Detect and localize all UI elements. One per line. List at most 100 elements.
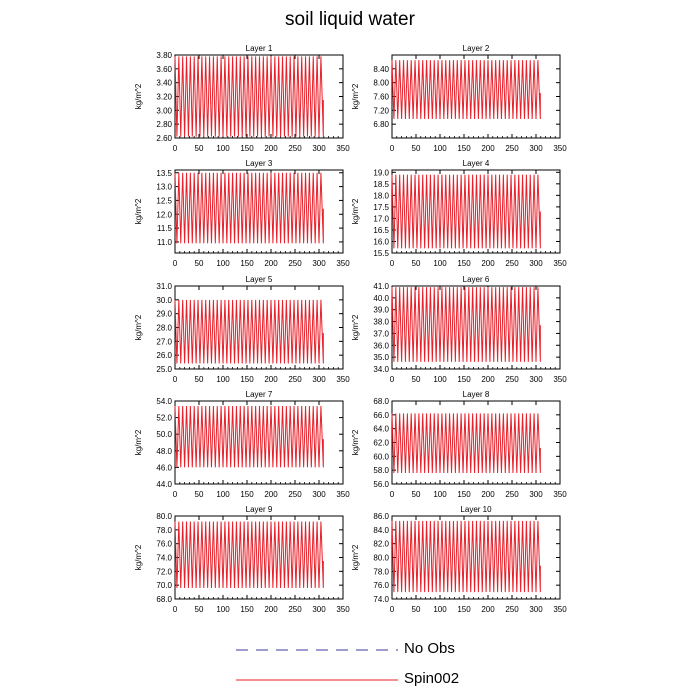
x-tick-label: 250 [505,605,519,614]
panel-layer-8: Layer 8 kg/m^2 0 50 100 150 200 250 300 350 56.0 58… [351,390,567,499]
x-tick-label: 200 [264,605,278,614]
x-tick-label: 150 [457,490,471,499]
x-tick-label: 0 [173,605,178,614]
x-tick-label: 300 [529,605,543,614]
panel-title: Layer 4 [463,159,490,168]
x-tick-label: 300 [312,605,326,614]
series-line-spin002 [391,60,541,120]
x-tick-label: 300 [529,375,543,384]
y-tick-label: 50.0 [156,430,172,439]
panel-title: Layer 6 [463,275,490,284]
x-tick-label: 250 [288,375,302,384]
x-tick-label: 350 [553,490,567,499]
x-tick-label: 0 [173,259,178,268]
x-tick-label: 350 [553,259,567,268]
y-tick-label: 86.0 [373,512,389,521]
x-tick-label: 0 [173,375,178,384]
x-tick-label: 300 [529,259,543,268]
x-tick-label: 50 [195,144,204,153]
y-tick-label: 16.0 [373,237,389,246]
y-axis-label: kg/m^2 [134,314,143,340]
x-tick-label: 150 [457,259,471,268]
y-tick-label: 8.00 [373,79,389,88]
y-tick-label: 52.0 [156,414,172,423]
y-tick-label: 7.60 [373,93,389,102]
x-tick-label: 350 [553,605,567,614]
x-tick-label: 200 [481,259,495,268]
x-tick-label: 100 [433,259,447,268]
y-axis-label: kg/m^2 [351,314,360,340]
y-tick-label: 40.0 [373,294,389,303]
x-tick-label: 150 [457,144,471,153]
y-tick-label: 18.5 [373,180,389,189]
x-tick-label: 150 [240,259,254,268]
panel-title: Layer 5 [246,275,273,284]
y-tick-label: 27.0 [156,337,172,346]
y-tick-label: 82.0 [373,540,389,549]
series-line-spin002 [174,299,324,364]
panel-title: Layer 2 [463,44,490,53]
y-tick-label: 34.0 [373,365,389,374]
x-tick-label: 300 [312,259,326,268]
x-tick-label: 300 [529,490,543,499]
x-tick-label: 200 [264,144,278,153]
x-tick-label: 350 [336,490,350,499]
x-tick-label: 0 [390,144,395,153]
y-tick-label: 66.0 [373,411,389,420]
x-tick-label: 100 [216,259,230,268]
y-tick-label: 11.0 [157,238,173,247]
y-axis-label: kg/m^2 [134,83,143,109]
y-tick-label: 37.0 [373,329,389,338]
series-line-spin002 [174,56,324,137]
x-tick-label: 200 [481,144,495,153]
y-axis-label: kg/m^2 [134,198,143,224]
x-tick-label: 200 [264,375,278,384]
panel-layer-9: Layer 9 kg/m^2 0 50 100 150 200 250 300 350 68.0 70… [134,505,350,614]
panel-layer-7: Layer 7 kg/m^2 0 50 100 150 200 250 300 350 44.0 46… [134,390,350,499]
y-tick-label: 18.0 [373,191,389,200]
panel-layer-1: Layer 1 kg/m^2 0 50 100 150 200 250 300 350 2.60 2.… [134,44,350,153]
y-tick-label: 74.0 [156,554,172,563]
y-tick-label: 38.0 [373,318,389,327]
y-tick-label: 78.0 [156,526,172,535]
x-tick-label: 300 [312,375,326,384]
y-tick-label: 6.80 [373,120,389,129]
x-tick-label: 250 [505,144,519,153]
y-tick-label: 13.0 [156,183,172,192]
y-tick-label: 7.20 [373,106,389,115]
panel-layer-3: Layer 3 kg/m^2 0 50 100 150 200 250 300 350 11.0 11… [134,159,350,268]
x-tick-label: 100 [216,490,230,499]
x-tick-label: 100 [433,605,447,614]
y-tick-label: 25.0 [156,365,172,374]
panel-layer-2: Layer 2 kg/m^2 0 50 100 150 200 250 300 350 6.80 7.… [351,44,567,153]
panel-title: Layer 1 [246,44,273,53]
y-tick-label: 74.0 [373,595,389,604]
y-tick-label: 41.0 [373,282,389,291]
panel-layer-4: Layer 4 kg/m^2 0 50 100 150 200 250 300 350 15.5 16… [351,159,567,268]
x-tick-label: 100 [433,375,447,384]
x-tick-label: 0 [173,490,178,499]
y-tick-label: 68.0 [373,397,389,406]
y-tick-label: 3.80 [156,51,172,60]
x-tick-label: 50 [195,259,204,268]
x-tick-label: 50 [412,605,421,614]
x-tick-label: 250 [288,144,302,153]
y-tick-label: 35.0 [373,353,389,362]
x-tick-label: 50 [195,605,204,614]
x-tick-label: 100 [216,375,230,384]
y-tick-label: 17.5 [373,203,389,212]
panel-title: Layer 10 [460,505,492,514]
x-tick-label: 250 [288,259,302,268]
y-tick-label: 31.0 [156,282,172,291]
x-tick-label: 150 [240,144,254,153]
y-axis-label: kg/m^2 [351,198,360,224]
y-tick-label: 36.0 [373,341,389,350]
x-tick-label: 50 [412,259,421,268]
y-tick-label: 12.5 [156,196,172,205]
panel-layer-6: Layer 6 kg/m^2 0 50 100 150 200 250 300 350 34.0 35… [351,275,567,384]
plot-frame [391,285,561,370]
y-tick-label: 46.0 [156,463,172,472]
y-tick-label: 80.0 [156,512,172,521]
x-tick-label: 250 [288,490,302,499]
y-tick-label: 56.0 [373,480,389,489]
